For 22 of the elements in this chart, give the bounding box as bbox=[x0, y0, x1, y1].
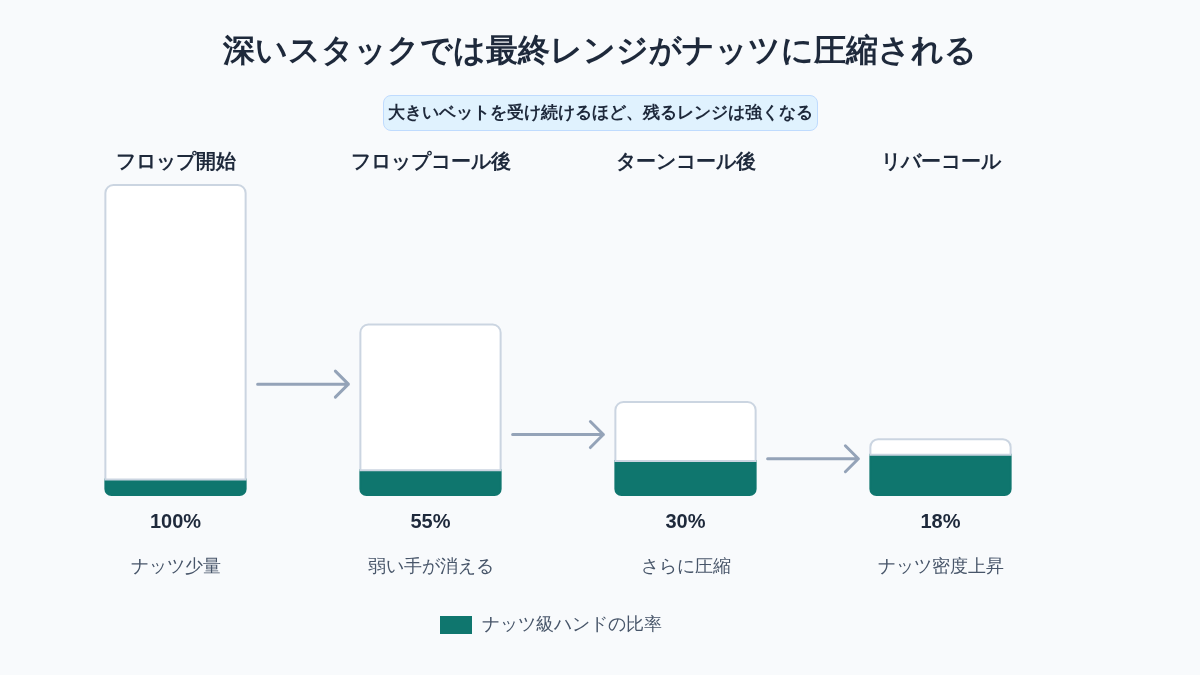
total-label: 55% bbox=[410, 510, 451, 532]
bar bbox=[869, 453, 1012, 496]
bar bbox=[614, 401, 757, 462]
text: 弱い手が消える bbox=[367, 556, 494, 576]
total-label: 30% bbox=[665, 510, 706, 532]
x-tick-label: リバーコール bbox=[880, 149, 1002, 172]
bar bbox=[104, 184, 247, 481]
x-tick-label: フロップコール後 bbox=[350, 149, 511, 172]
bar bbox=[359, 469, 502, 496]
legend-label: ナッツ級ハンドの比率 bbox=[482, 614, 662, 634]
text: さらに圧縮 bbox=[640, 556, 731, 576]
bar bbox=[869, 438, 1012, 456]
text: ナッツ密度上昇 bbox=[877, 556, 1004, 576]
bar bbox=[359, 323, 502, 472]
total-label: 100% bbox=[149, 510, 202, 532]
bar bbox=[614, 459, 757, 496]
text: ナッツ少量 bbox=[130, 556, 221, 576]
x-tick-label: ターンコール後 bbox=[615, 149, 756, 172]
chart-title: 深いスタックでは最終レンジがナッツに圧縮される bbox=[222, 31, 978, 70]
total-label: 18% bbox=[920, 510, 961, 532]
chart-subtitle: 大きいベットを受け続けるほど、残るレンジは強くなる bbox=[382, 95, 818, 131]
x-tick-label: フロップ開始 bbox=[115, 149, 237, 172]
